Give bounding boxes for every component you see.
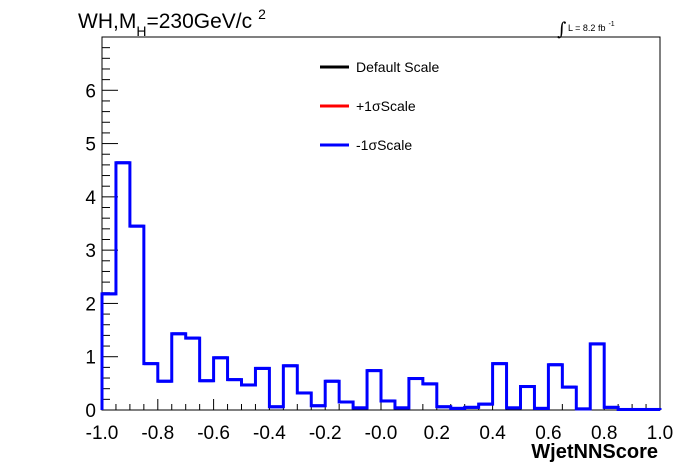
x-tick-label: 0.2 bbox=[424, 423, 450, 444]
histogram-series bbox=[100, 161, 662, 411]
x-tick-label: 0.4 bbox=[479, 423, 506, 444]
histogram-line-minus1sigma bbox=[100, 161, 662, 411]
x-tick-label: 1.0 bbox=[647, 423, 673, 444]
y-tick-label: 1 bbox=[85, 348, 96, 369]
x-tick-label: -0.4 bbox=[253, 423, 286, 444]
y-tick-label: 0 bbox=[85, 401, 96, 422]
x-tick-label: -1.0 bbox=[86, 423, 119, 444]
x-axis-label: WjetNNScore bbox=[531, 441, 658, 463]
x-tick-label: 0.8 bbox=[591, 423, 617, 444]
x-tick-label: 0.6 bbox=[535, 423, 561, 444]
y-tick-label: 4 bbox=[85, 188, 96, 209]
x-tick-label: -0.0 bbox=[365, 423, 398, 444]
y-tick-label: 3 bbox=[85, 241, 96, 262]
legend: Default Scale +1σScale -1σScale bbox=[320, 59, 439, 153]
y-tick-label: 5 bbox=[85, 135, 96, 156]
x-tick-label: -0.8 bbox=[141, 423, 174, 444]
legend-label-plus1sigma: +1σScale bbox=[356, 98, 416, 114]
luminosity-label: L = 8.2 fb -1 bbox=[568, 21, 615, 33]
y-tick-label: 2 bbox=[85, 294, 96, 315]
plot-frame bbox=[101, 36, 661, 411]
x-tick-label: -0.2 bbox=[309, 423, 342, 444]
chart-title: WH,MH=230GeV/c 2 bbox=[78, 6, 266, 39]
legend-label-default: Default Scale bbox=[356, 59, 439, 75]
x-tick-label: -0.6 bbox=[197, 423, 230, 444]
y-tick-label: 6 bbox=[85, 81, 96, 102]
legend-label-minus1sigma: -1σScale bbox=[356, 137, 412, 153]
integral-symbol: ∫ bbox=[557, 19, 567, 40]
